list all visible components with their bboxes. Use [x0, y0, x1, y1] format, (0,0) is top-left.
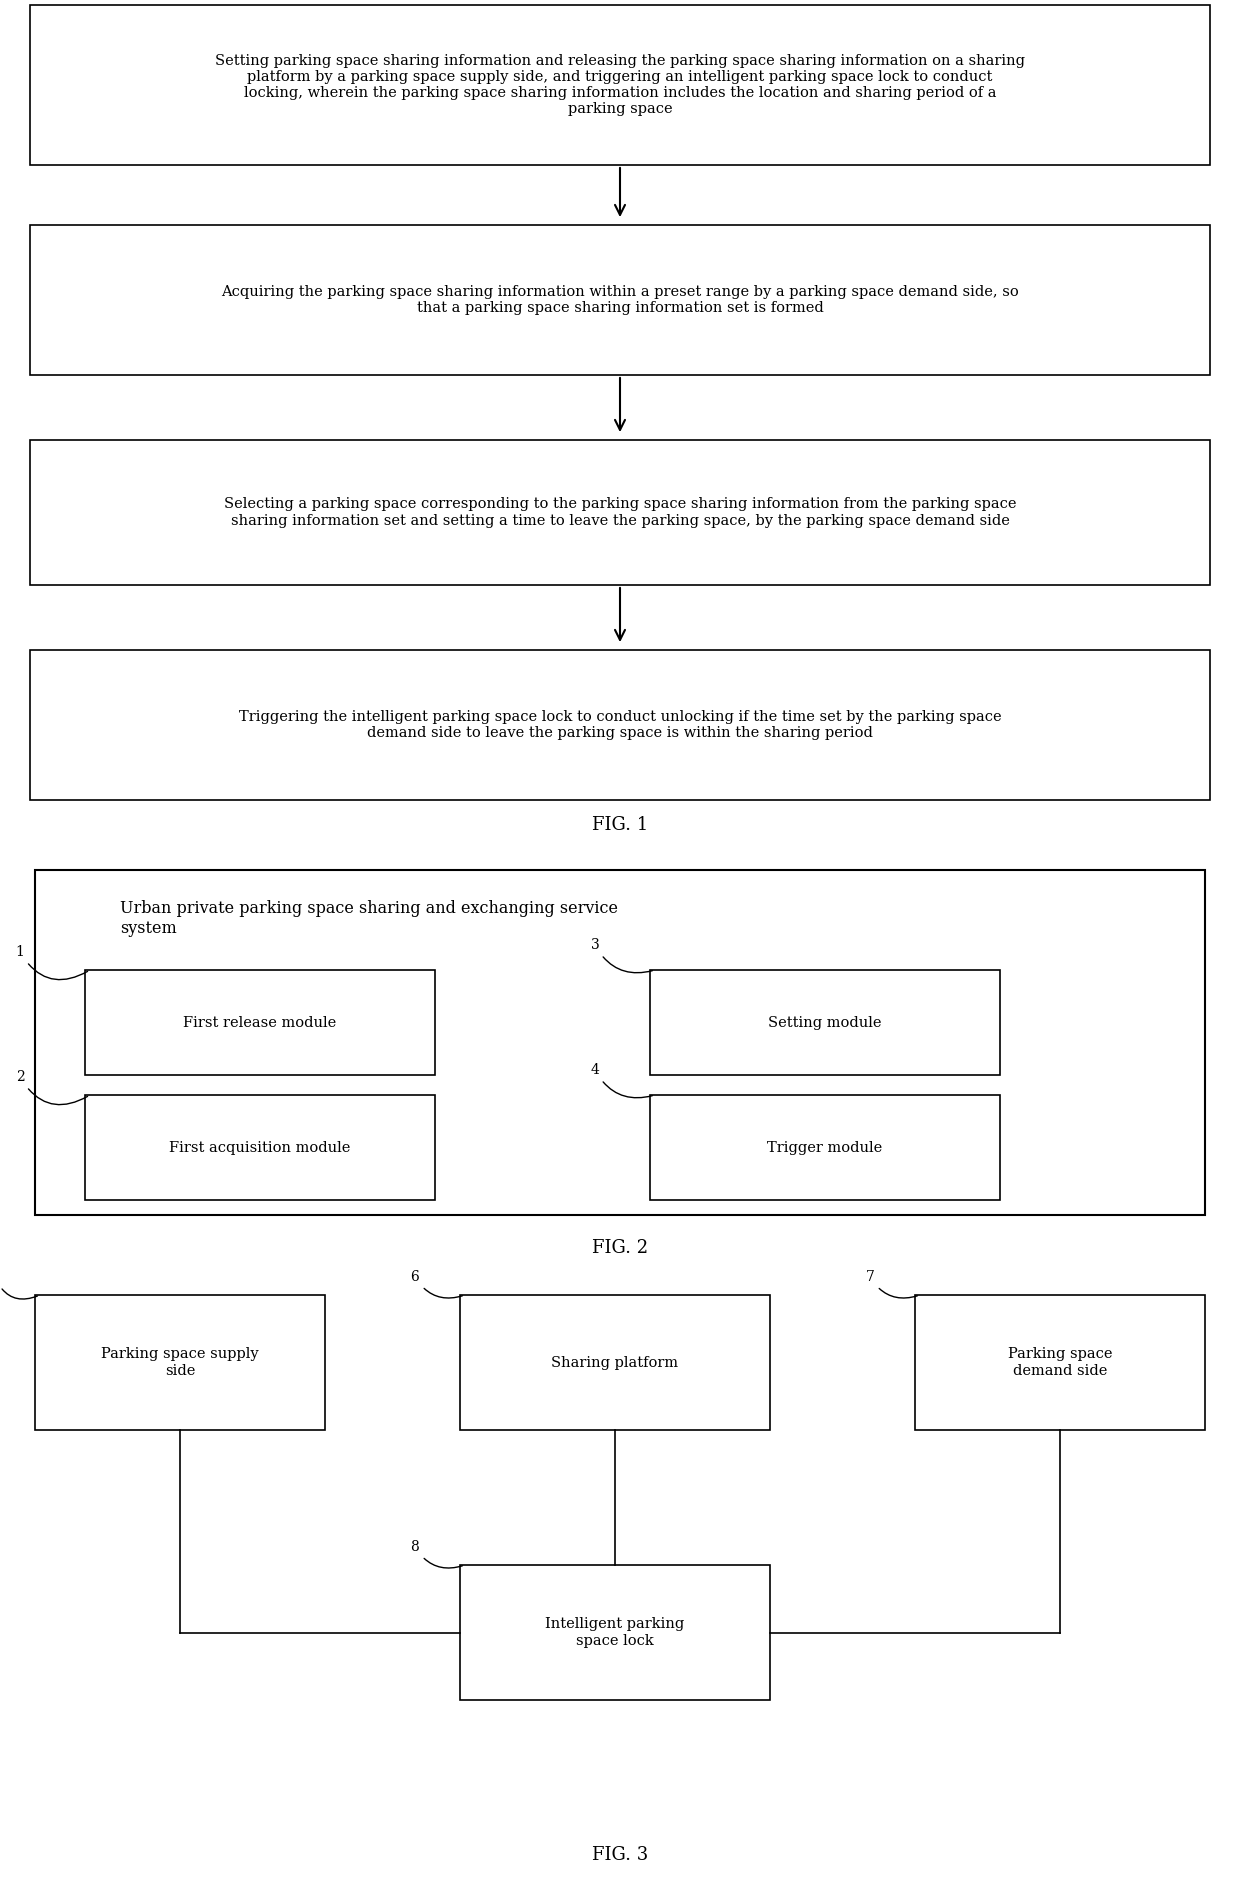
Text: 7: 7: [866, 1270, 918, 1299]
Bar: [650, 971, 999, 1074]
Text: Sharing platform: Sharing platform: [552, 1355, 678, 1370]
Text: Parking space
demand side: Parking space demand side: [1008, 1348, 1112, 1378]
Text: 2: 2: [16, 1071, 88, 1105]
Text: Intelligent parking
space lock: Intelligent parking space lock: [546, 1617, 684, 1647]
Text: FIG. 1: FIG. 1: [591, 816, 649, 833]
Bar: [30, 6, 1210, 166]
Text: 6: 6: [410, 1270, 463, 1299]
Text: Parking space supply
side: Parking space supply side: [102, 1348, 259, 1378]
Bar: [460, 1295, 770, 1431]
Bar: [86, 971, 435, 1074]
Bar: [35, 871, 1205, 1216]
Text: First release module: First release module: [184, 1016, 336, 1029]
Text: Setting parking space sharing information and releasing the parking space sharin: Setting parking space sharing informatio…: [215, 53, 1025, 117]
Text: 1: 1: [16, 944, 88, 980]
Bar: [30, 224, 1210, 375]
Bar: [86, 1095, 435, 1201]
Text: 5: 5: [0, 1270, 37, 1299]
Text: First acquisition module: First acquisition module: [170, 1140, 351, 1154]
Bar: [915, 1295, 1205, 1431]
Bar: [650, 1095, 999, 1201]
Text: 3: 3: [590, 939, 652, 973]
Bar: [35, 1295, 325, 1431]
Text: FIG. 3: FIG. 3: [591, 1845, 649, 1864]
Text: FIG. 2: FIG. 2: [591, 1238, 649, 1257]
Text: Acquiring the parking space sharing information within a preset range by a parki: Acquiring the parking space sharing info…: [221, 285, 1019, 315]
Text: 4: 4: [590, 1063, 652, 1097]
Text: Trigger module: Trigger module: [768, 1140, 883, 1154]
Text: Triggering the intelligent parking space lock to conduct unlocking if the time s: Triggering the intelligent parking space…: [238, 711, 1002, 741]
Text: Urban private parking space sharing and exchanging service
system: Urban private parking space sharing and …: [120, 899, 618, 937]
Bar: [460, 1565, 770, 1700]
Text: 8: 8: [410, 1540, 463, 1568]
Text: Selecting a parking space corresponding to the parking space sharing information: Selecting a parking space corresponding …: [223, 498, 1017, 528]
Text: Setting module: Setting module: [769, 1016, 882, 1029]
Bar: [30, 650, 1210, 799]
Bar: [30, 439, 1210, 584]
